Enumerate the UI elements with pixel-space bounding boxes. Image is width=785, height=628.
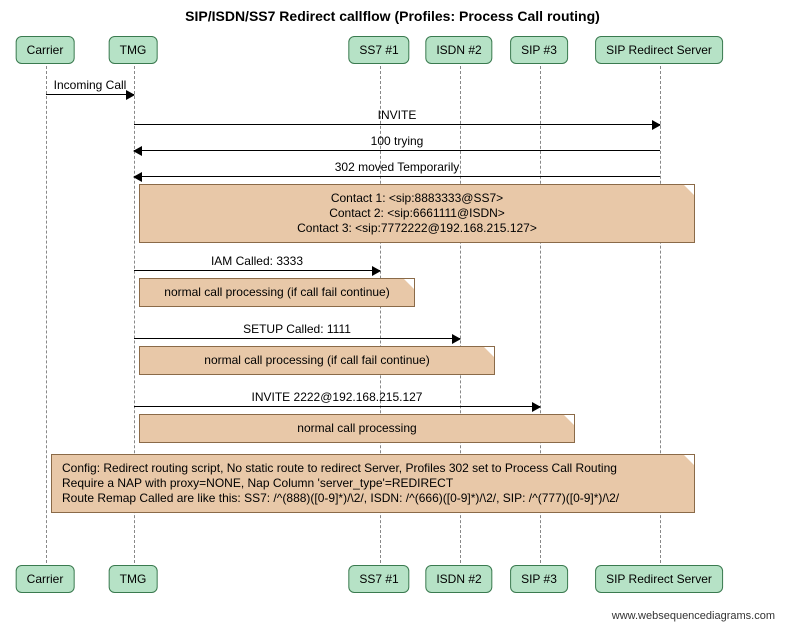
note-4: Config: Redirect routing script, No stat… bbox=[51, 454, 695, 513]
message-arrow-5 bbox=[134, 338, 460, 339]
note-2-line-0: normal call processing (if call fail con… bbox=[150, 353, 484, 368]
note-4-line-1: Require a NAP with proxy=NONE, Nap Colum… bbox=[62, 476, 684, 491]
note-1-line-0: normal call processing (if call fail con… bbox=[150, 285, 404, 300]
actor-carrier: Carrier bbox=[16, 36, 75, 64]
message-label-4: IAM Called: 3333 bbox=[211, 254, 303, 268]
actor-redir-bottom: SIP Redirect Server bbox=[595, 565, 723, 593]
note-3-line-0: normal call processing bbox=[150, 421, 564, 436]
message-label-5: SETUP Called: 1111 bbox=[243, 322, 351, 336]
message-arrow-3 bbox=[134, 176, 660, 177]
lifeline-carrier bbox=[46, 66, 47, 563]
message-label-2: 100 trying bbox=[371, 134, 424, 148]
message-label-3: 302 moved Temporarily bbox=[335, 160, 460, 174]
actor-ss7: SS7 #1 bbox=[348, 36, 409, 64]
note-0-line-0: Contact 1: <sip:8883333@SS7> bbox=[150, 191, 684, 206]
actor-isdn: ISDN #2 bbox=[425, 36, 492, 64]
message-label-1: INVITE bbox=[378, 108, 417, 122]
note-0: Contact 1: <sip:8883333@SS7>Contact 2: <… bbox=[139, 184, 695, 243]
actor-isdn-bottom: ISDN #2 bbox=[425, 565, 492, 593]
message-arrow-2 bbox=[134, 150, 660, 151]
note-3: normal call processing bbox=[139, 414, 575, 443]
note-4-line-0: Config: Redirect routing script, No stat… bbox=[62, 461, 684, 476]
actor-ss7-bottom: SS7 #1 bbox=[348, 565, 409, 593]
actor-tmg-bottom: TMG bbox=[109, 565, 158, 593]
actor-redir: SIP Redirect Server bbox=[595, 36, 723, 64]
message-arrow-0 bbox=[46, 94, 134, 95]
actor-tmg: TMG bbox=[109, 36, 158, 64]
note-0-line-2: Contact 3: <sip:7772222@192.168.215.127> bbox=[150, 221, 684, 236]
note-0-line-1: Contact 2: <sip:6661111@ISDN> bbox=[150, 206, 684, 221]
actor-sip: SIP #3 bbox=[510, 36, 568, 64]
footer-attribution: www.websequencediagrams.com bbox=[612, 610, 775, 622]
actor-sip-bottom: SIP #3 bbox=[510, 565, 568, 593]
message-arrow-6 bbox=[134, 406, 540, 407]
message-arrow-1 bbox=[134, 124, 660, 125]
actor-carrier-bottom: Carrier bbox=[16, 565, 75, 593]
note-1: normal call processing (if call fail con… bbox=[139, 278, 415, 307]
message-label-0: Incoming Call bbox=[54, 78, 127, 92]
message-label-6: INVITE 2222@192.168.215.127 bbox=[252, 390, 423, 404]
note-2: normal call processing (if call fail con… bbox=[139, 346, 495, 375]
diagram-title: SIP/ISDN/SS7 Redirect callflow (Profiles… bbox=[0, 0, 785, 30]
note-4-line-2: Route Remap Called are like this: SS7: /… bbox=[62, 491, 684, 506]
message-arrow-4 bbox=[134, 270, 380, 271]
